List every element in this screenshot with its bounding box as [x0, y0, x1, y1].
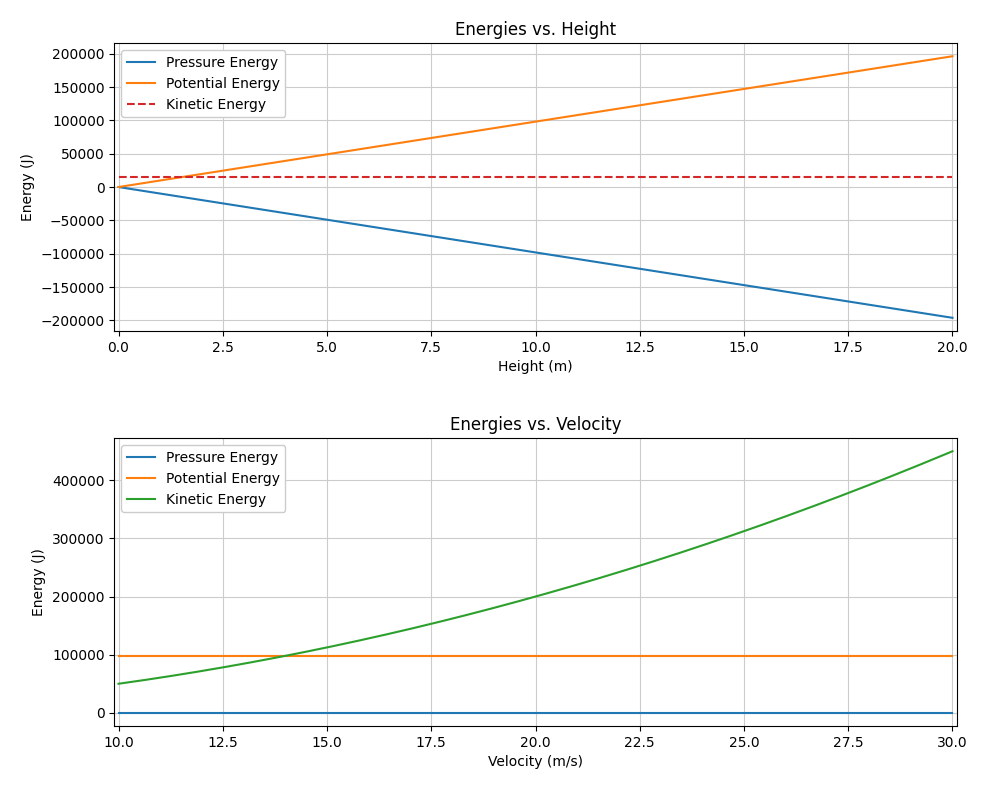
Potential Energy	[609, 651, 621, 660]
Pressure Energy	[927, 708, 939, 717]
Potential Energy	[927, 55, 939, 64]
Legend: Pressure Energy, Potential Energy, Kinetic Energy: Pressure Energy, Potential Energy, Kinet…	[122, 445, 285, 512]
X-axis label: Height (m): Height (m)	[498, 360, 573, 374]
X-axis label: Velocity (m/s): Velocity (m/s)	[488, 755, 583, 769]
Y-axis label: Energy (J): Energy (J)	[33, 548, 46, 616]
Y-axis label: Energy (J): Energy (J)	[21, 153, 35, 221]
Pressure Energy	[609, 260, 621, 269]
Kinetic Energy	[508, 172, 520, 182]
Line: Pressure Energy: Pressure Energy	[119, 187, 952, 318]
Pressure Energy	[564, 253, 576, 262]
Pressure Energy	[796, 289, 808, 299]
Kinetic Energy	[927, 172, 939, 182]
Pressure Energy	[796, 708, 808, 717]
Kinetic Energy	[946, 446, 958, 456]
Potential Energy	[513, 651, 525, 660]
Kinetic Energy	[513, 596, 525, 606]
Legend: Pressure Energy, Potential Energy, Kinetic Energy: Pressure Energy, Potential Energy, Kinet…	[122, 50, 285, 117]
Line: Kinetic Energy: Kinetic Energy	[119, 451, 952, 684]
Pressure Energy	[513, 245, 525, 254]
Potential Energy	[564, 651, 576, 660]
Potential Energy	[796, 651, 808, 660]
Title: Energies vs. Height: Energies vs. Height	[455, 21, 616, 39]
Potential Energy	[946, 651, 958, 660]
Kinetic Energy	[564, 172, 576, 182]
Potential Energy	[564, 111, 576, 121]
Kinetic Energy	[113, 172, 125, 182]
Pressure Energy	[946, 313, 958, 322]
Potential Energy	[113, 182, 125, 192]
Potential Energy	[508, 120, 520, 130]
Potential Energy	[113, 651, 125, 660]
Pressure Energy	[513, 708, 525, 717]
Title: Energies vs. Velocity: Energies vs. Velocity	[450, 416, 621, 434]
Pressure Energy	[927, 310, 939, 319]
Kinetic Energy	[927, 455, 939, 465]
Potential Energy	[609, 104, 621, 114]
Kinetic Energy	[796, 172, 808, 182]
Potential Energy	[513, 119, 525, 129]
Kinetic Energy	[796, 506, 808, 515]
Pressure Energy	[564, 708, 576, 717]
Pressure Energy	[609, 708, 621, 717]
Potential Energy	[508, 651, 520, 660]
Potential Energy	[796, 75, 808, 85]
Kinetic Energy	[508, 597, 520, 607]
Kinetic Energy	[564, 582, 576, 592]
Pressure Energy	[946, 708, 958, 717]
Line: Potential Energy: Potential Energy	[119, 56, 952, 187]
Kinetic Energy	[513, 172, 525, 182]
Pressure Energy	[508, 244, 520, 254]
Potential Energy	[946, 51, 958, 61]
Kinetic Energy	[946, 172, 958, 182]
Pressure Energy	[113, 182, 125, 192]
Kinetic Energy	[113, 679, 125, 689]
Potential Energy	[927, 651, 939, 660]
Pressure Energy	[113, 708, 125, 717]
Pressure Energy	[508, 708, 520, 717]
Kinetic Energy	[609, 569, 621, 578]
Kinetic Energy	[609, 172, 621, 182]
